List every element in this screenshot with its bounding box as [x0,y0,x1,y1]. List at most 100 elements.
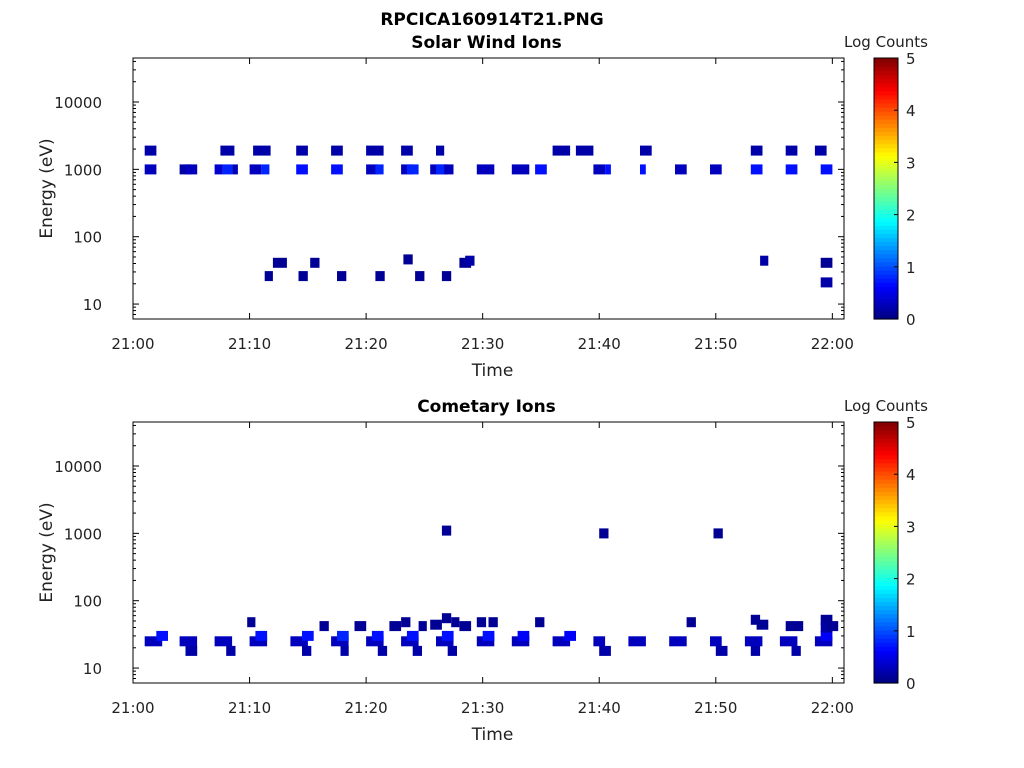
colorbar-segment [874,274,898,279]
colorbar-segment [874,139,898,145]
colorbar-label: Log Counts [844,33,928,51]
heatmap-cell [366,145,384,156]
heatmap-cell [247,617,256,628]
heatmap-cell [779,636,798,647]
x-axis-label: Time [471,361,514,381]
colorbar-segment [874,552,898,558]
cometary-ions-panel: 21:00 21:10 21:20 21:30 21:40 21:50 22:0010100… [37,397,928,745]
colorbar-segment [874,658,898,664]
heatmap-cell [264,271,273,282]
colorbar-segment [874,646,898,651]
heatmap-cell [179,164,192,175]
colorbar-segment [874,123,898,128]
heatmap-cell [185,164,198,175]
heatmap-cell [451,617,460,628]
heatmap-cell [331,164,343,175]
y-tick-label: 100 [73,593,102,611]
heatmap-cell [710,164,722,175]
heatmap-cell [441,271,452,282]
colorbar-segment [874,434,898,439]
heatmap-cell [249,636,268,647]
colorbar-tick-label: 2 [906,207,916,225]
colorbar-segment [874,572,898,578]
heatmap-cell [488,617,498,628]
plot-frame [132,57,845,320]
colorbar-segment [874,654,898,660]
colorbar-segment [874,294,898,300]
heatmap-cell [401,617,411,628]
heatmap-cell [302,630,314,641]
colorbar-tick-label: 4 [906,102,916,120]
heatmap-cell [185,645,198,656]
y-tick-label: 1000 [64,161,102,179]
heatmap-cell [628,636,646,647]
colorbar-segment [874,544,898,550]
heatmap-cell [511,164,530,175]
heatmap-cell [814,636,833,647]
colorbar-segment [874,106,898,112]
heatmap-cell [375,271,385,282]
heatmap-cell [744,636,763,647]
colorbar-segment [874,458,898,464]
colorbar-segment [874,678,898,684]
heatmap-cell [575,145,594,156]
heatmap-cell [826,621,839,632]
colorbar-segment [874,670,898,676]
colorbar-segment [874,634,898,639]
colorbar-segment [874,446,898,452]
colorbar-segment [874,576,898,582]
figure-title: RPCICA160914T21.PNG [380,10,603,30]
heatmap-cell [272,257,287,268]
colorbar-segment [874,188,898,194]
heatmap-cell [389,621,402,632]
heatmap-cell [750,645,761,656]
heatmap-cell [476,164,495,175]
heatmap-cell [599,528,609,539]
colorbar-segment [874,127,898,133]
colorbar-segment [874,66,898,71]
x-tick-label: 21:40 [578,699,621,717]
heatmap-cell [640,164,646,175]
heatmap-cell [482,630,495,641]
colorbar-segment [874,556,898,562]
colorbar-segment [874,233,898,239]
colorbar-segment [874,625,898,631]
colorbar-segment [874,70,898,75]
heatmap-cell [535,617,545,628]
colorbar-tick-label: 0 [906,675,916,693]
heatmap-cell [760,255,769,266]
heatmap-cell [319,621,329,632]
colorbar-segment [874,560,898,566]
colorbar-segment [874,548,898,554]
heatmap-cell [791,645,801,656]
heatmap-cell [710,636,722,647]
colorbar-segment [874,302,898,308]
heatmap-cell [296,145,308,156]
colorbar-segment [874,442,898,448]
colorbar-tick-label: 3 [906,518,916,536]
colorbar-segment [874,155,898,161]
heatmap-cell [441,630,454,641]
colorbar-segment [874,102,898,108]
heatmap-cell [222,164,232,175]
colorbar-segment [874,143,898,149]
heatmap-cell [179,636,198,647]
colorbar-segment [874,666,898,672]
colorbar-segment [874,200,898,206]
colorbar-segment [874,519,898,525]
colorbar-segment [874,487,898,492]
colorbar-segment [874,90,898,96]
x-tick-label: 21:00 [111,699,154,717]
panel-title: Solar Wind Ions [411,33,562,53]
heatmap-cell [430,619,442,630]
heatmap-cell [337,271,347,282]
plot-frame [132,421,845,684]
heatmap-cell [564,630,576,641]
colorbar-segment [874,229,898,234]
colorbar-segment [874,470,898,476]
y-tick-label: 100 [73,229,102,247]
colorbar-tick-label: 1 [906,623,916,641]
heatmap-cell [144,164,157,175]
colorbar-segment [874,306,898,312]
